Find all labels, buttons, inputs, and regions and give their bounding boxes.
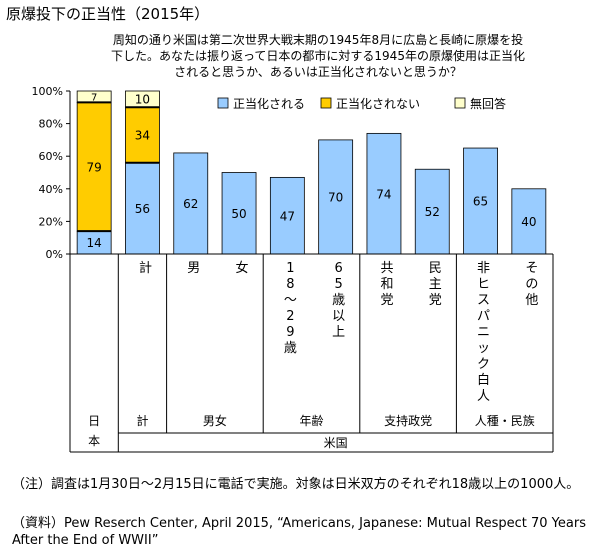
x-tick-label: 党 <box>429 293 442 308</box>
data-label: 79 <box>87 160 102 174</box>
y-tick-label: 0% <box>46 248 63 261</box>
data-label: 65 <box>473 195 488 209</box>
data-label: 50 <box>231 207 246 221</box>
legend-swatch <box>217 97 229 109</box>
x-tick-label: そ <box>525 261 538 276</box>
data-label: 10 <box>135 93 150 107</box>
survey-question: 周知の通り米国は第二次世界大戦末期の1945年8月に広島と長崎に原爆を投 下した… <box>111 32 525 79</box>
data-label: 74 <box>376 187 391 201</box>
data-label: 56 <box>135 202 150 216</box>
y-tick-label: 20% <box>39 215 63 228</box>
x-tick-label: ス <box>477 293 490 308</box>
data-label: 52 <box>425 205 440 219</box>
legend: 正当化される 正当化されない 無回答 <box>217 96 506 111</box>
x-tick-label: 民 <box>429 261 442 276</box>
legend-swatch <box>320 97 332 109</box>
group-label: 年齢 <box>299 413 323 428</box>
legend-label: 正当化されない <box>336 97 420 111</box>
x-tick-label: 共 <box>380 261 393 276</box>
page-title: 原爆投下の正当性（2015年） <box>6 5 209 23</box>
y-tick-label: 40% <box>39 183 63 196</box>
x-tick-label: 非 <box>477 261 490 276</box>
country-label: 米国 <box>324 436 348 450</box>
question-line: されると思うか、あるいは正当化されないと思うか？ <box>174 65 462 79</box>
x-tick-label: の <box>525 277 538 292</box>
question-line: 下した。あなたは振り返って日本の都市に対する1945年の原爆使用は正当化 <box>111 48 525 63</box>
x-tick-label: 主 <box>429 277 442 292</box>
data-label: 34 <box>135 129 150 143</box>
group-label: 男女 <box>203 413 227 428</box>
bar-segment <box>511 188 547 255</box>
x-tick-label: 1 <box>286 261 294 276</box>
group-label: 支持政党 <box>384 413 432 428</box>
x-tick-label: 上 <box>332 325 345 340</box>
plot-area: 0% 20% 40% 60% 80% 100% 14 79 7 56 34 10 62 50 47 70 74 5… <box>32 85 547 261</box>
y-tick-label: 100% <box>32 85 63 98</box>
data-label: 62 <box>183 197 198 211</box>
bar-segment <box>463 147 498 255</box>
y-tick-label: 80% <box>39 118 63 131</box>
category-table: 計男女 18～29歳65歳以上共和党民主党非ヒスパニック白人その他日本計 男女 年齢支… <box>69 253 554 453</box>
x-tick-label: 人 <box>477 389 490 404</box>
x-tick-label: 9 <box>286 325 294 340</box>
x-tick-label: 5 <box>335 277 343 292</box>
x-tick-label: 歳 <box>284 341 297 356</box>
x-tick-label: ニ <box>477 325 490 340</box>
data-label: 47 <box>280 209 295 223</box>
x-tick-label: 歳 <box>332 293 345 308</box>
data-label: 7 <box>91 93 97 104</box>
x-tick-label: 白 <box>477 372 490 388</box>
source-note: （資料）Pew Reserch Center, April 2015, “Ame… <box>12 516 586 548</box>
question-line: 周知の通り米国は第二次世界大戦末期の1945年8月に広島と長崎に原爆を投 <box>113 32 523 47</box>
footnote: （注）調査は1月30日～2月15日に電話で実施。対象は日米双方のそれぞれ18歳以… <box>12 477 580 492</box>
legend-swatch <box>454 97 466 109</box>
chart: 原爆投下の正当性（2015年） 周知の通り米国は第二次世界大戦末期の1945年8… <box>6 5 554 453</box>
bar-segment <box>173 152 209 255</box>
bar-segment <box>318 139 354 255</box>
legend-label: 無回答 <box>470 96 506 111</box>
bar-segment <box>414 168 450 255</box>
data-label: 14 <box>87 236 102 250</box>
x-tick-label: 以 <box>332 309 345 324</box>
x-tick-label: 他 <box>525 293 538 308</box>
x-tick-label: ッ <box>477 341 490 356</box>
x-tick-label: 2 <box>286 309 294 324</box>
x-tick-label: ～ <box>284 293 297 308</box>
data-label: 40 <box>521 215 536 229</box>
data-label: 70 <box>328 191 343 205</box>
x-tick-label: 党 <box>380 293 393 308</box>
x-tick-label: ク <box>477 357 490 372</box>
x-tick-label: 女 <box>236 260 249 276</box>
x-tick-label: 計 <box>139 260 152 276</box>
y-tick-label: 60% <box>39 150 63 163</box>
bar-segment <box>366 132 402 255</box>
legend-label: 正当化される <box>233 97 305 111</box>
x-tick-label: 8 <box>286 277 294 292</box>
group-label: 日 <box>88 414 100 428</box>
group-label: 本 <box>88 434 100 448</box>
x-tick-label: 和 <box>380 277 393 292</box>
group-label: 人種・民族 <box>475 414 535 428</box>
x-tick-label: 6 <box>335 261 343 276</box>
x-tick-label: パ <box>477 309 490 324</box>
x-tick-label: 男 <box>187 261 200 276</box>
x-tick-label: ヒ <box>477 277 490 292</box>
group-label: 計 <box>136 413 148 428</box>
